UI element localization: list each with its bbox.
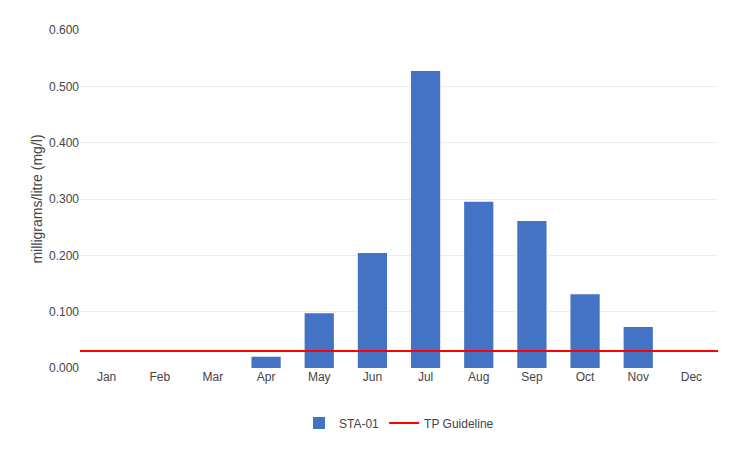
svg-text:0.000: 0.000: [49, 361, 79, 375]
svg-text:0.100: 0.100: [49, 305, 79, 319]
svg-text:0.400: 0.400: [49, 136, 79, 150]
svg-text:0.200: 0.200: [49, 249, 79, 263]
svg-text:Mar: Mar: [203, 370, 224, 384]
svg-text:Oct: Oct: [576, 370, 595, 384]
svg-text:Dec: Dec: [681, 370, 702, 384]
svg-text:Jun: Jun: [363, 370, 382, 384]
svg-text:0.500: 0.500: [49, 80, 79, 94]
svg-text:Apr: Apr: [257, 370, 276, 384]
svg-text:May: May: [308, 370, 331, 384]
svg-text:Jan: Jan: [97, 370, 116, 384]
svg-text:0.600: 0.600: [49, 23, 79, 37]
svg-text:milligrams/litre (mg/l): milligrams/litre (mg/l): [29, 134, 45, 263]
svg-text:Jul: Jul: [418, 370, 433, 384]
svg-text:Sep: Sep: [521, 370, 543, 384]
svg-text:STA-01: STA-01: [339, 417, 379, 431]
svg-text:Feb: Feb: [149, 370, 170, 384]
svg-text:0.300: 0.300: [49, 192, 79, 206]
svg-text:Nov: Nov: [628, 370, 649, 384]
svg-text:TP Guideline: TP Guideline: [424, 417, 493, 431]
svg-text:Aug: Aug: [468, 370, 489, 384]
